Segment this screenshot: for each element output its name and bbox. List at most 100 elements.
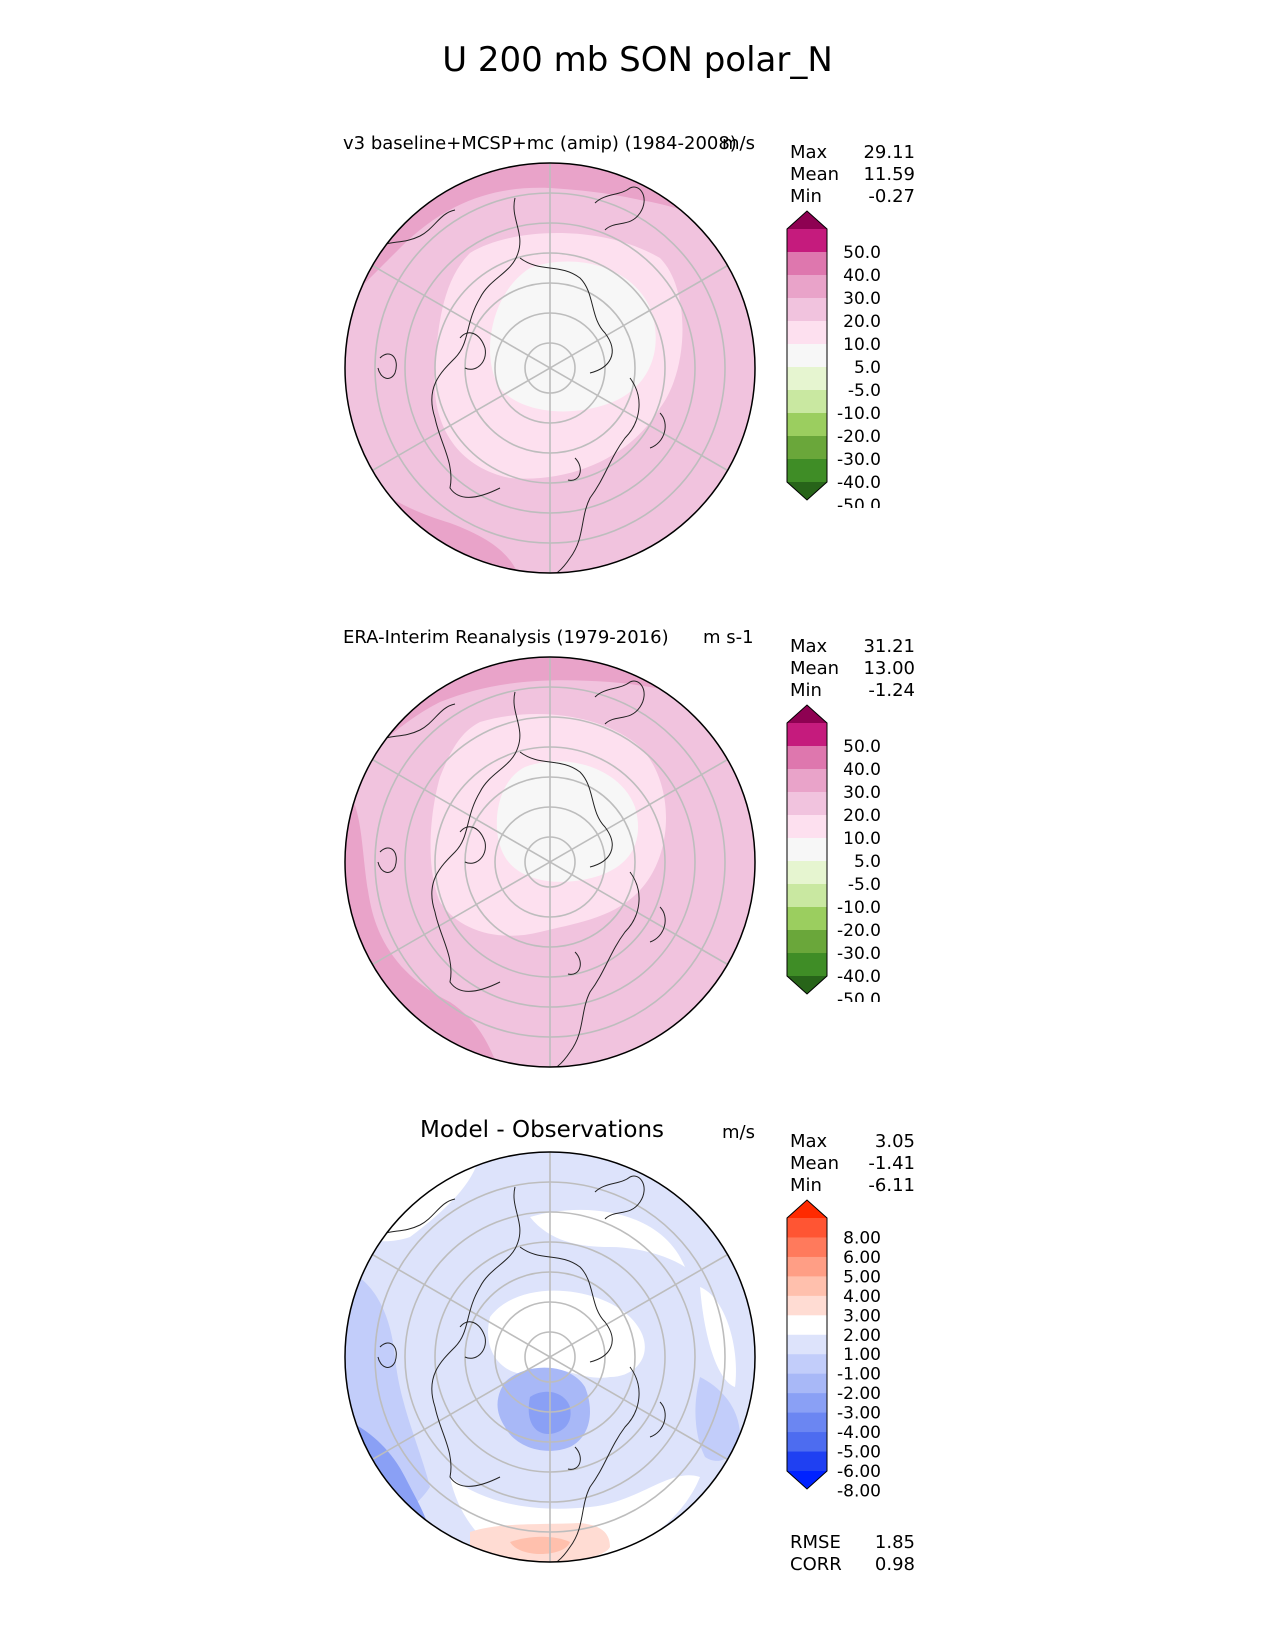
rmse-value: 1.85 (874, 1532, 915, 1553)
units-label: m s-1 (703, 627, 754, 648)
colorbar-cell (787, 930, 827, 954)
colorbar-cell (787, 344, 827, 368)
colorbar-outline (786, 210, 828, 501)
colorbar-tick-label: 5.0 (854, 358, 881, 378)
polar-core (490, 261, 656, 412)
colorbar-tick-label: 5.00 (843, 1267, 881, 1287)
colorbar-extend-min (787, 1471, 827, 1489)
colorbar-cell (787, 1218, 827, 1238)
colorbar-cell (787, 792, 827, 816)
max-value: 29.11 (863, 142, 915, 163)
colorbar-cell (787, 723, 827, 747)
polar-map (344, 1151, 756, 1563)
colorbar-cell (787, 1276, 827, 1297)
min-label: Min (790, 680, 822, 701)
colorbar-cell (787, 1432, 827, 1453)
colorbar-tick-label: -10.0 (837, 898, 881, 918)
colorbar-tick-label: 20.0 (843, 806, 881, 826)
colorbar-cell (787, 1315, 827, 1336)
panel-title: v3 baseline+MCSP+mc (amip) (1984-2008) (343, 133, 737, 154)
colorbar-tick-label: -30.0 (837, 450, 881, 470)
colorbar-tick-label: 3.00 (843, 1306, 881, 1326)
corr-label: CORR (790, 1554, 842, 1575)
colorbar-tick-label: 50.0 (843, 243, 881, 263)
max-label: Max (790, 1131, 828, 1152)
colorbar-tick-label: -50.0 (837, 496, 881, 508)
panel-title: Model - Observations (420, 1117, 665, 1143)
colorbar-tick-label: -30.0 (837, 944, 881, 964)
units-label: m/s (722, 1122, 755, 1143)
colorbar-cell (787, 229, 827, 253)
colorbar-outline (786, 1199, 828, 1490)
colorbar-tick-label: -5.0 (848, 875, 881, 895)
mean-label: Mean (790, 1153, 840, 1174)
colorbar-cell (787, 390, 827, 414)
mean-value: 11.59 (863, 164, 915, 185)
stats-box: Max 29.11 Mean 11.59 Min -0.27 (790, 142, 915, 208)
panel-model: v3 baseline+MCSP+mc (amip) (1984-2008) m… (0, 128, 1275, 608)
colorbar-tick-label: -20.0 (837, 921, 881, 941)
colorbar-extend-max (787, 211, 827, 229)
polar-map (344, 656, 756, 1068)
mean-label: Mean (790, 658, 840, 679)
neutral-ring (530, 1209, 685, 1267)
colorbar-cell (787, 769, 827, 793)
negative-east (695, 1377, 740, 1461)
colorbar-cell (787, 436, 827, 460)
colorbar-tick-label: -50.0 (837, 990, 881, 1002)
colorbar: 50.0 40.0 30.0 20.0 10.0 5.0 -5.0 -10.0 -20.0 -30… (786, 704, 881, 1002)
colorbar-cell (787, 907, 827, 931)
colorbar-cell (787, 838, 827, 862)
colorbar-tick-label: -10.0 (837, 404, 881, 424)
colorbar-cell (787, 1237, 827, 1258)
colorbar-tick-label: 1.00 (843, 1345, 881, 1365)
colorbar-cell (787, 252, 827, 276)
mean-value: 13.00 (863, 658, 915, 679)
colorbar-cell (787, 1451, 827, 1472)
colorbar-extend-min (787, 976, 827, 994)
colorbar-tick-label: -2.00 (837, 1384, 881, 1404)
max-value: 3.05 (874, 1131, 915, 1152)
colorbar-extend-max (787, 1200, 827, 1218)
colorbar-cell (787, 861, 827, 885)
map-boundary (344, 656, 756, 1068)
colorbar-tick-label: 8.00 (843, 1228, 881, 1248)
colorbar-tick-label: 10.0 (843, 829, 881, 849)
colorbar-tick-label: -40.0 (837, 967, 881, 987)
colorbar-cell (787, 1295, 827, 1316)
panel-difference: Model - Observations m/s Max 3.05 Mean -1.… (0, 1117, 1275, 1597)
units-label: m/s (722, 133, 755, 154)
colorbar-cell (787, 815, 827, 839)
colorbar-extend-max (787, 705, 827, 723)
colorbar: 8.006.005.004.003.002.001.00-1.00-2.00-3… (786, 1199, 881, 1497)
polar-map (344, 162, 756, 574)
colorbar-tick-label: 40.0 (843, 760, 881, 780)
colorbar-cell (787, 459, 827, 483)
corr-value: 0.98 (874, 1554, 915, 1575)
colorbar-tick-label: -40.0 (837, 473, 881, 493)
mean-value: -1.41 (868, 1153, 915, 1174)
map-boundary (344, 1151, 756, 1563)
colorbar-tick-label: 6.00 (843, 1248, 881, 1268)
colorbar-tick-label: 20.0 (843, 312, 881, 332)
colorbar-cell (787, 367, 827, 391)
colorbar: 50.0 40.0 30.0 20.0 10.0 5.0 -5.0 -10.0 -20.0 -30… (786, 210, 881, 508)
colorbar-tick-label: -1.00 (837, 1365, 881, 1385)
colorbar-cell (787, 1256, 827, 1277)
colorbar-cell (787, 1373, 827, 1394)
colorbar-tick-label: 30.0 (843, 289, 881, 309)
map-boundary (344, 162, 756, 574)
skill-scores: RMSE 1.85 CORR 0.98 (790, 1532, 915, 1576)
colorbar-tick-label: 10.0 (843, 335, 881, 355)
colorbar-cell (787, 321, 827, 345)
colorbar-tick-label: -5.00 (837, 1443, 881, 1463)
colorbar-tick-label: -6.00 (837, 1462, 881, 1482)
panel-observation: ERA-Interim Reanalysis (1979-2016) m s-1… (0, 622, 1275, 1102)
neutral-east (700, 1287, 736, 1387)
positive-south-core (510, 1536, 570, 1555)
colorbar-tick-label: -5.0 (848, 381, 881, 401)
panel-title: ERA-Interim Reanalysis (1979-2016) (343, 627, 669, 648)
colorbar-tick-label: 5.0 (854, 852, 881, 872)
max-label: Max (790, 636, 828, 657)
colorbar-cell (787, 413, 827, 437)
